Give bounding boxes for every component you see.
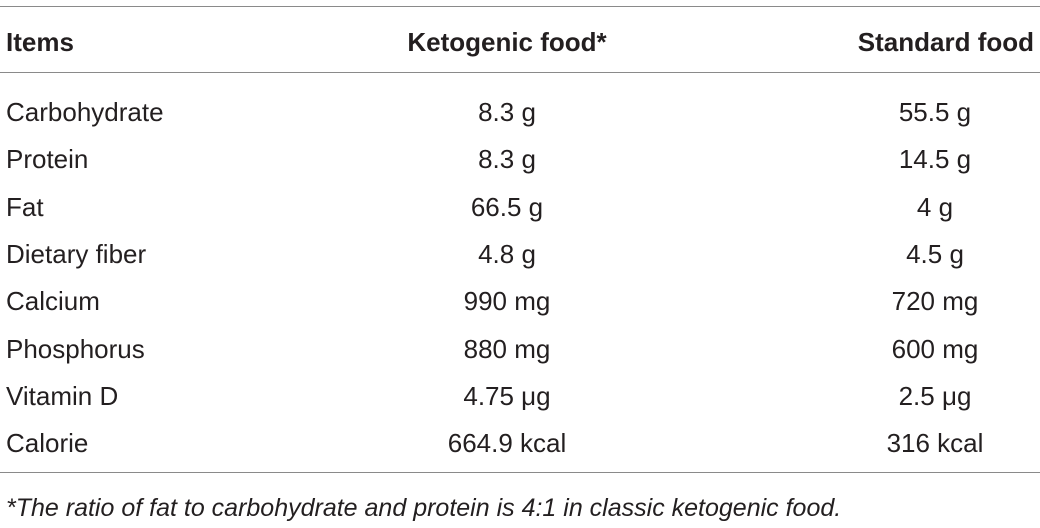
header-cell: Ketogenic food* — [407, 27, 607, 57]
header-rule — [0, 72, 1040, 73]
bottom-rule — [0, 472, 1040, 473]
top-rule — [0, 6, 1040, 7]
cell-value: 8.3 g — [478, 144, 536, 175]
row-label: Phosphorus — [6, 333, 145, 364]
cell-value: 4.8 g — [478, 238, 536, 269]
cell-value: 990 mg — [463, 286, 551, 317]
cell-value: 14.5 g — [898, 144, 972, 175]
cell-value: 8.3 g — [478, 97, 536, 127]
cell-value: 880 mg — [463, 333, 551, 364]
cell-value: 720 mg — [891, 286, 979, 317]
row-label: Fat — [6, 191, 44, 222]
row-label: Vitamin D — [6, 380, 119, 411]
cell-value: 664.9 kcal — [447, 428, 567, 459]
header-cell: Standard food — [857, 27, 1034, 57]
cell-value: 4.75 μg — [463, 380, 551, 411]
cell-value: 4.5 g — [906, 238, 964, 269]
row-label: Calcium — [6, 286, 100, 317]
cell-value: 600 mg — [891, 333, 979, 364]
row-label: Dietary fiber — [6, 238, 147, 269]
header-cell: Items — [6, 27, 74, 57]
cell-value: 4 g — [916, 191, 954, 222]
cell-value: 66.5 g — [470, 191, 544, 222]
row-label: Carbohydrate — [6, 97, 164, 127]
footnote: *The ratio of fat to carbohydrate and pr… — [6, 494, 842, 522]
row-label: Calorie — [6, 428, 89, 459]
cell-value: 316 kcal — [886, 428, 984, 459]
cell-value: 2.5 μg — [898, 380, 972, 411]
cell-value: 55.5 g — [898, 97, 972, 127]
row-label: Protein — [6, 144, 89, 175]
